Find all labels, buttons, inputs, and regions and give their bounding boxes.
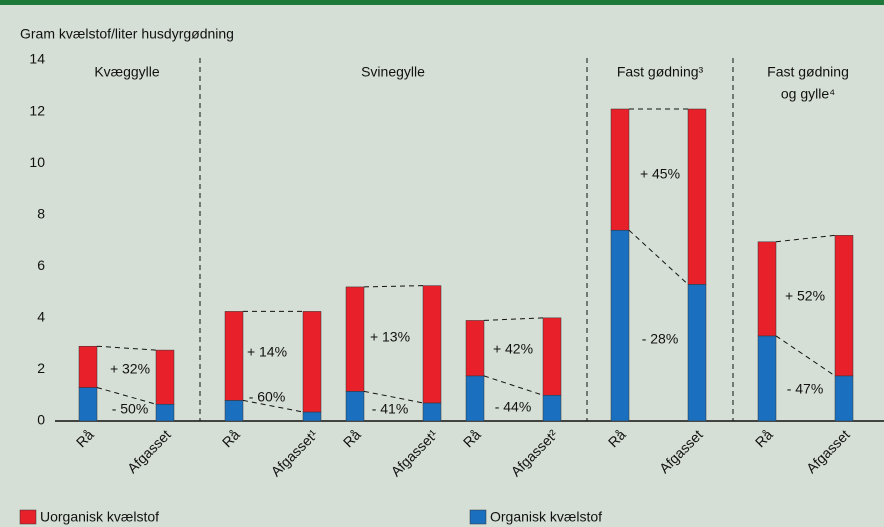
group-label: og gylle⁴ — [781, 86, 835, 102]
y-tick-label: 4 — [37, 309, 45, 325]
bar-segment — [542, 394, 562, 422]
chart-title: Gram kvælstof/liter husdyrgødning — [20, 26, 234, 42]
x-tick-label: Afgasset² — [508, 426, 561, 479]
bar-segment — [155, 349, 175, 405]
annotation: + 52% — [785, 288, 825, 304]
group-label: Fast gødning³ — [617, 64, 704, 80]
x-tick-label: Afgasset — [656, 426, 706, 476]
bar-segment — [834, 375, 854, 422]
x-tick-label: Rå — [605, 426, 629, 450]
bar-segment — [302, 411, 322, 422]
bar-segment — [422, 285, 442, 404]
connector — [775, 335, 836, 377]
bar-segment — [757, 241, 777, 337]
annotation: + 14% — [247, 344, 287, 360]
group-label: Svinegylle — [361, 64, 425, 80]
bar-segment — [422, 402, 442, 422]
x-tick-label: Rå — [340, 426, 364, 450]
x-tick-label: Rå — [219, 426, 243, 450]
legend-label: Organisk kvælstof — [490, 509, 602, 525]
annotation: - 60% — [249, 389, 286, 405]
bar-segment — [610, 108, 630, 231]
bar-segment — [155, 403, 175, 422]
x-tick-label: Afgasset — [803, 426, 853, 476]
y-tick-label: 8 — [37, 205, 45, 221]
bar-segment — [465, 375, 485, 422]
connector — [96, 345, 157, 351]
bar-segment — [757, 335, 777, 422]
connector — [242, 399, 304, 413]
annotation: + 42% — [493, 341, 533, 357]
bar-segment — [834, 235, 854, 377]
y-tick-label: 12 — [29, 102, 45, 118]
annotation: + 32% — [110, 361, 150, 377]
x-tick-label: Afgasset¹ — [388, 426, 441, 479]
connector — [363, 390, 424, 404]
top-band — [0, 0, 884, 5]
x-tick-label: Rå — [460, 426, 484, 450]
y-tick-label: 10 — [29, 154, 45, 170]
bar-segment — [610, 229, 630, 422]
connector — [483, 375, 544, 396]
y-tick-label: 2 — [37, 360, 45, 376]
bar-segment — [345, 286, 365, 392]
bar-segment — [345, 391, 365, 422]
bar-segment — [302, 311, 322, 413]
group-label: Kvæggylle — [94, 64, 160, 80]
bar-segment — [78, 387, 98, 422]
group-label: Fast gødning — [767, 64, 849, 80]
bar-segment — [224, 400, 244, 422]
connector — [628, 229, 689, 285]
annotation: - 50% — [112, 401, 149, 417]
annotation: - 44% — [495, 399, 532, 415]
bar-segment — [224, 311, 244, 401]
annotation: - 28% — [642, 331, 679, 347]
legend-swatch — [469, 509, 487, 525]
connector — [483, 317, 544, 321]
annotation: + 13% — [370, 329, 410, 345]
connector — [363, 285, 424, 288]
y-tick-label: 6 — [37, 257, 45, 273]
connector — [775, 234, 836, 243]
x-tick-label: Afgasset¹ — [268, 426, 321, 479]
connector — [96, 386, 157, 405]
y-tick-label: 0 — [37, 412, 45, 428]
bar-segment — [687, 108, 707, 285]
annotation: + 45% — [640, 166, 680, 182]
x-tick-label: Rå — [73, 426, 97, 450]
bar-segment — [542, 317, 562, 396]
bar-segment — [465, 320, 485, 377]
x-tick-label: Rå — [752, 426, 776, 450]
legend-swatch — [19, 509, 37, 525]
legend-label: Uorganisk kvælstof — [40, 509, 159, 525]
annotation: - 47% — [787, 381, 824, 397]
y-tick-label: 14 — [29, 51, 45, 67]
bar-segment — [78, 345, 98, 388]
annotation: - 41% — [372, 401, 409, 417]
x-tick-label: Afgasset — [124, 426, 174, 476]
bar-segment — [687, 284, 707, 422]
